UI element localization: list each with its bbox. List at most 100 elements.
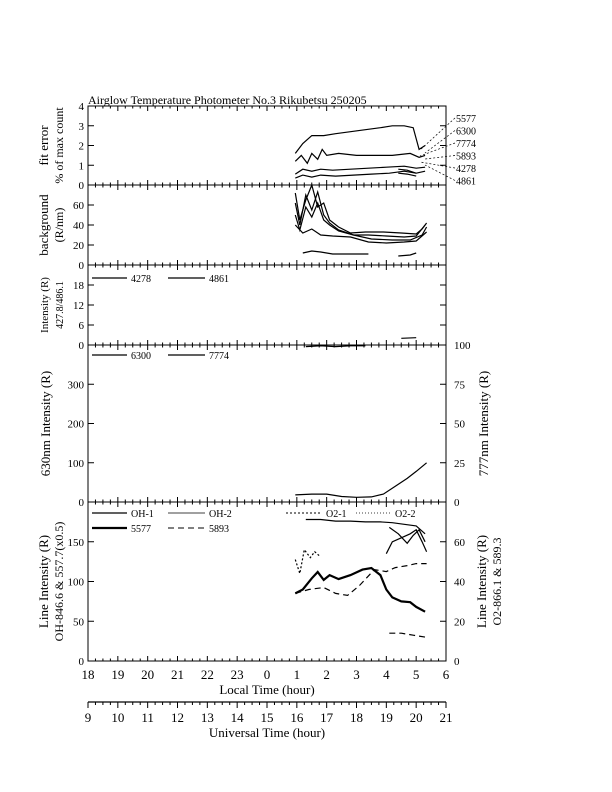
y-tick-label: 20 [73,240,85,252]
legend-leader-4861 [424,164,456,181]
x-local-tick-label: 2 [323,667,330,682]
x-local-tick-label: 21 [171,667,184,682]
y-axis-label: Line Intensity (R) [36,535,51,628]
x-local-tick-label: 20 [141,667,154,682]
x-ut-tick-label: 10 [111,710,124,725]
x-ut-tick-label: 9 [85,710,92,725]
series-line-5893_low [389,632,426,638]
legend-leader-6300 [424,130,456,154]
legend-label-7774: 7774 [456,139,476,150]
y-axis-label-2: (R/nm) [52,208,66,243]
y-axis-label-2: OH-846.6 & 557.7(x0.5) [52,522,66,642]
y-right-tick-label: 60 [454,537,466,549]
x-local-tick-label: 0 [264,667,271,682]
y-right-tick-label: 40 [454,577,466,589]
legend-label-5577: 5577 [456,114,476,125]
y-right-tick-label: 75 [454,379,466,391]
x-local-tick-label: 19 [111,667,124,682]
y-tick-label: 0 [79,340,85,352]
x-ut-tick-label: 20 [410,710,423,725]
y-tick-label: 4 [79,101,85,113]
series-line-5893 [294,224,427,244]
chart-title: Airglow Temperature Photometer No.3 Riku… [88,93,367,107]
x-ut-tick-label: 11 [141,710,154,725]
y-tick-label: 0 [79,180,85,192]
y-right-tick-label: 25 [454,458,466,470]
series-line-7774 [294,201,428,241]
y-tick-label: 6 [79,320,85,332]
legend-label-5893: 5893 [456,152,476,163]
y-tick-label: 3 [79,121,85,133]
series-line-5577 [294,566,426,613]
series-line-5893 [295,170,426,179]
series-line-5577 [294,125,426,154]
series-line-4861 [401,337,417,339]
y-axis-label: 630nm Intensity (R) [38,371,53,476]
y-tick-label: 0 [79,497,85,509]
y-tick-label: 18 [73,280,85,292]
x-local-tick-label: 23 [231,667,244,682]
y-right-axis-label: Line Intensity (R) [474,535,489,628]
series-line-o2-2 [385,528,428,554]
y-right-axis-label-2: O2-866.1 & 589.3 [490,538,504,626]
legend-leader-4278 [419,161,456,169]
x-ut-tick-label: 14 [231,710,245,725]
x-local-tick-label: 6 [443,667,450,682]
series-line-4278 [302,250,369,255]
y-axis-label: Intensity (R) [39,277,51,333]
legend-label-6300: 6300 [456,127,476,138]
y-tick-label: 1 [79,160,85,172]
series-line-7774 [305,345,366,348]
x-ut-tick-label: 16 [290,710,304,725]
legend-label-oh-1: OH-1 [131,509,154,520]
y-tick-label: 2 [79,141,85,153]
series-line-oh-1 [305,518,426,535]
series-line-5893 [295,563,427,597]
series-line-4278 [398,168,417,174]
series-line-6300 [295,462,427,498]
legend-label-5577: 5577 [131,524,151,535]
series-line-o2-1 [294,548,320,574]
x-local-tick-label: 4 [383,667,390,682]
legend-label-6300: 6300 [131,351,151,362]
y-tick-label: 300 [68,379,85,391]
series-line-4861 [398,172,417,177]
legend-leader-5893 [424,155,456,160]
x-local-tick-label: 5 [413,667,420,682]
x-local-tick-label: 3 [353,667,360,682]
legend-label-o2-2: O2-2 [395,509,416,520]
x-ut-tick-label: 21 [440,710,453,725]
y-tick-label: 40 [73,220,85,232]
y-tick-label: 12 [73,300,84,312]
y-tick-label: 200 [68,419,85,431]
x-ut-axis-label: Universal Time (hour) [209,725,325,740]
x-local-axis-label: Local Time (hour) [219,682,314,697]
y-axis-label: fit error [36,125,51,166]
y-right-tick-label: 20 [454,616,466,628]
series-line-6300 [294,189,426,238]
x-ut-tick-label: 15 [261,710,274,725]
legend-label-oh-2: OH-2 [209,509,232,520]
y-axis-label: background [36,194,51,256]
legend-label-5893: 5893 [209,524,229,535]
y-axis-label-2: 427.8/486.1 [55,281,66,329]
panel-frame-background [87,184,447,266]
x-ut-tick-label: 17 [320,710,334,725]
y-tick-label: 0 [79,260,85,272]
legend-label-o2-1: O2-1 [326,509,347,520]
y-right-tick-label: 0 [454,497,460,509]
legend-label-4278: 4278 [456,164,476,175]
legend-label-4861: 4861 [456,177,476,188]
y-axis-label-2: % of max count [52,107,66,184]
y-right-axis-label: 777nm Intensity (R) [476,371,491,476]
panel-frame-red_intensity [87,344,447,503]
x-ut-tick-label: 12 [171,710,184,725]
y-right-tick-label: 100 [454,340,471,352]
y-right-tick-label: 0 [454,656,460,668]
series-line-oh-2 [388,526,426,545]
x-ut-tick-label: 13 [201,710,214,725]
y-tick-label: 50 [73,616,85,628]
y-tick-label: 150 [68,537,85,549]
y-tick-label: 60 [73,200,85,212]
